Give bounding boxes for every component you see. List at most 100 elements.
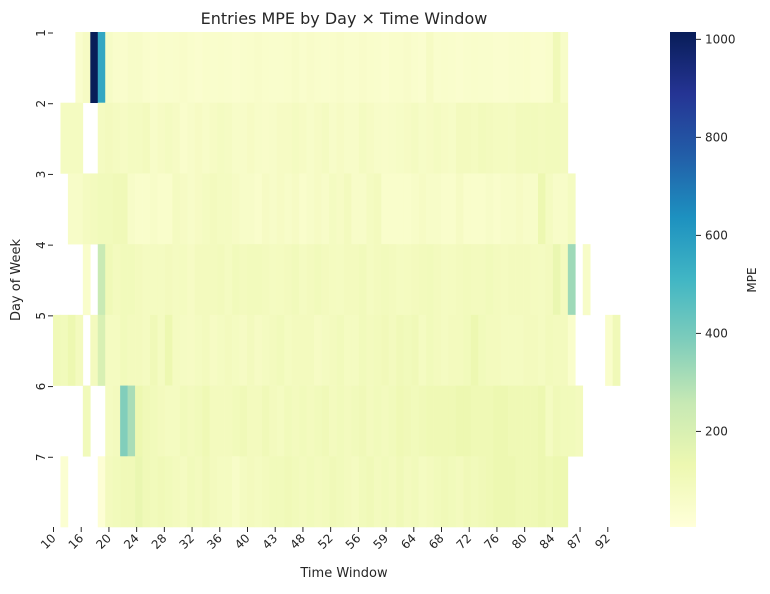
heatmap-cell <box>261 102 270 174</box>
heatmap-cell <box>560 173 569 245</box>
heatmap-cell <box>105 32 113 104</box>
heatmap-cell <box>284 456 293 528</box>
heatmap-cell <box>455 102 464 174</box>
colorbar-tick-label: 1000 <box>705 32 736 46</box>
x-tick-label: 64 <box>398 531 419 552</box>
heatmap-cells <box>53 32 621 528</box>
heatmap-cell <box>120 102 128 174</box>
heatmap-cell <box>284 102 293 174</box>
heatmap-cell <box>508 314 516 386</box>
heatmap-cell <box>485 456 494 528</box>
heatmap-cell <box>515 314 524 386</box>
heatmap-cell <box>202 456 210 528</box>
heatmap-cell <box>351 456 360 528</box>
heatmap-cell <box>538 314 546 386</box>
heatmap-cell <box>120 173 128 245</box>
heatmap-cell <box>194 244 203 316</box>
heatmap-cell <box>538 32 546 104</box>
heatmap-cell <box>552 102 561 174</box>
heatmap-cell <box>358 456 367 528</box>
heatmap-cell <box>508 456 516 528</box>
y-tick-label: 7 <box>34 453 48 461</box>
heatmap-cell <box>478 314 487 386</box>
heatmap-cell <box>448 244 457 316</box>
heatmap-cell <box>552 456 561 528</box>
heatmap-cell <box>418 32 427 104</box>
heatmap-cell <box>75 32 84 104</box>
heatmap-cell <box>470 314 479 386</box>
x-axis-ticks: 10 16 20 24 28 32 36 40 43 48 52 56 59 64 68 72 76 80 84 87… <box>38 527 613 552</box>
heatmap-cell <box>254 102 263 174</box>
heatmap-cell <box>344 102 352 174</box>
heatmap-cell <box>388 244 397 316</box>
heatmap-cell <box>172 385 181 457</box>
heatmap-cell <box>60 456 69 528</box>
heatmap-cell <box>485 244 494 316</box>
heatmap-cell <box>209 385 218 457</box>
heatmap-cell <box>500 456 509 528</box>
heatmap-cell <box>560 102 569 174</box>
heatmap-cell <box>90 173 99 245</box>
heatmap-cell <box>187 456 196 528</box>
heatmap-cell <box>530 244 539 316</box>
heatmap-cell <box>291 314 300 386</box>
heatmap-cell <box>127 102 136 174</box>
heatmap-cell <box>276 102 285 174</box>
heatmap-cell <box>284 244 293 316</box>
heatmap-cell <box>530 173 539 245</box>
heatmap-cell <box>209 244 218 316</box>
y-tick-label: 6 <box>34 383 48 391</box>
heatmap-cell <box>515 102 524 174</box>
heatmap-cell <box>291 32 300 104</box>
heatmap-cell <box>433 456 442 528</box>
heatmap-cell <box>418 244 427 316</box>
heatmap-cell <box>426 244 434 316</box>
heatmap-cell <box>314 244 322 316</box>
heatmap-cell <box>418 173 427 245</box>
heatmap-cell <box>560 244 569 316</box>
heatmap-cell <box>321 32 330 104</box>
heatmap-cell <box>247 173 255 245</box>
heatmap-cell <box>470 102 479 174</box>
heatmap-cell <box>523 32 531 104</box>
heatmap-cell <box>441 102 449 174</box>
heatmap-cell <box>433 244 442 316</box>
heatmap-cell <box>403 102 412 174</box>
heatmap-cell <box>455 314 464 386</box>
heatmap-cell <box>448 385 457 457</box>
heatmap-cell <box>493 456 501 528</box>
heatmap-cell <box>82 385 91 457</box>
heatmap-cell <box>612 314 621 386</box>
heatmap-cell <box>172 456 181 528</box>
heatmap-cell <box>321 173 330 245</box>
y-tick-label: 1 <box>34 29 48 37</box>
heatmap-cell <box>157 173 166 245</box>
heatmap-cell <box>224 456 233 528</box>
heatmap-cell <box>112 456 121 528</box>
heatmap-cell <box>493 32 501 104</box>
heatmap-cell <box>336 32 345 104</box>
heatmap-cell <box>164 314 173 386</box>
heatmap-cell <box>269 244 278 316</box>
heatmap-cell <box>135 314 143 386</box>
heatmap-cell <box>67 102 76 174</box>
heatmap-cell <box>314 314 322 386</box>
heatmap-cell <box>291 173 300 245</box>
heatmap-cell <box>299 385 307 457</box>
heatmap-cell <box>299 244 307 316</box>
heatmap-cell <box>217 314 225 386</box>
heatmap-cell <box>142 32 151 104</box>
heatmap-cell <box>232 314 240 386</box>
heatmap-cell <box>470 173 479 245</box>
heatmap-cell <box>344 244 352 316</box>
heatmap-cell <box>567 244 576 316</box>
heatmap-cell <box>135 244 143 316</box>
heatmap-cell <box>373 32 382 104</box>
heatmap-cell <box>120 456 128 528</box>
heatmap-cell <box>202 102 210 174</box>
heatmap-cell <box>82 244 91 316</box>
heatmap-cell <box>239 173 248 245</box>
heatmap-cell <box>545 102 554 174</box>
heatmap-cell <box>254 314 263 386</box>
